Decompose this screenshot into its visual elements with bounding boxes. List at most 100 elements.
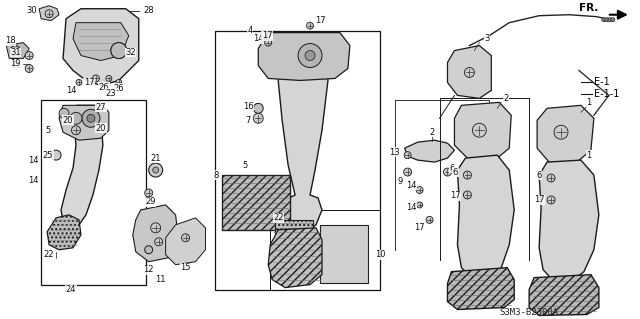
Bar xyxy=(41,100,146,285)
Circle shape xyxy=(51,150,61,160)
Text: E-1-1: E-1-1 xyxy=(594,89,620,100)
Text: 14: 14 xyxy=(28,156,38,165)
Circle shape xyxy=(554,125,568,139)
Circle shape xyxy=(111,43,127,58)
Circle shape xyxy=(87,114,95,122)
Circle shape xyxy=(59,108,69,118)
Text: 28: 28 xyxy=(144,6,154,15)
Text: 5: 5 xyxy=(243,160,248,170)
Polygon shape xyxy=(259,33,350,80)
Circle shape xyxy=(298,44,322,68)
Circle shape xyxy=(547,174,555,182)
Text: 14: 14 xyxy=(66,86,76,95)
Text: 30: 30 xyxy=(26,6,36,15)
Text: 27: 27 xyxy=(95,103,106,112)
Polygon shape xyxy=(6,43,29,58)
Text: 17: 17 xyxy=(315,16,325,25)
Circle shape xyxy=(416,187,423,194)
Text: 7: 7 xyxy=(246,116,251,125)
Circle shape xyxy=(608,18,612,22)
Circle shape xyxy=(558,129,564,135)
Circle shape xyxy=(25,64,33,72)
Circle shape xyxy=(611,18,615,22)
Text: 12: 12 xyxy=(143,265,154,274)
Circle shape xyxy=(253,113,263,123)
Circle shape xyxy=(72,126,81,135)
Text: 26: 26 xyxy=(99,83,109,92)
Text: 1: 1 xyxy=(586,98,591,107)
Polygon shape xyxy=(454,102,511,158)
Circle shape xyxy=(463,191,472,199)
Text: 20: 20 xyxy=(95,124,106,133)
Text: 23: 23 xyxy=(106,89,116,98)
Circle shape xyxy=(265,39,272,46)
Circle shape xyxy=(253,103,263,113)
Text: 21: 21 xyxy=(150,154,161,163)
Circle shape xyxy=(463,171,472,179)
Polygon shape xyxy=(39,6,59,21)
Circle shape xyxy=(426,216,433,223)
Polygon shape xyxy=(404,140,454,162)
Text: 24: 24 xyxy=(66,285,76,294)
Text: 2: 2 xyxy=(429,128,434,137)
Text: 18: 18 xyxy=(5,36,16,45)
Polygon shape xyxy=(539,160,599,282)
Text: 1: 1 xyxy=(586,151,591,160)
Circle shape xyxy=(82,109,100,127)
Bar xyxy=(320,225,368,283)
Text: 19: 19 xyxy=(10,59,20,68)
Polygon shape xyxy=(59,105,109,140)
Circle shape xyxy=(92,75,99,82)
Text: E-1: E-1 xyxy=(594,78,610,87)
Circle shape xyxy=(153,167,159,173)
Text: 31: 31 xyxy=(10,48,20,57)
Text: 26: 26 xyxy=(113,84,124,93)
Circle shape xyxy=(307,22,314,29)
Polygon shape xyxy=(61,105,103,228)
Circle shape xyxy=(404,168,412,176)
Text: 17: 17 xyxy=(414,223,425,232)
Circle shape xyxy=(145,246,153,254)
Text: S3M3-B2300A: S3M3-B2300A xyxy=(499,308,558,316)
Text: 14: 14 xyxy=(406,181,417,189)
Polygon shape xyxy=(447,46,492,98)
Text: 10: 10 xyxy=(375,250,385,259)
Bar xyxy=(216,31,380,290)
Polygon shape xyxy=(63,9,139,85)
Text: 15: 15 xyxy=(180,263,191,272)
Bar xyxy=(270,210,380,290)
Circle shape xyxy=(25,52,33,60)
Circle shape xyxy=(444,168,451,176)
Text: 6: 6 xyxy=(536,171,542,180)
Circle shape xyxy=(70,112,82,124)
Circle shape xyxy=(106,76,112,81)
Text: 29: 29 xyxy=(145,197,156,206)
Circle shape xyxy=(76,79,82,85)
Bar xyxy=(275,220,313,268)
Circle shape xyxy=(111,43,127,58)
Polygon shape xyxy=(166,218,205,265)
Text: 6: 6 xyxy=(452,167,458,176)
Text: 5: 5 xyxy=(45,126,51,135)
Circle shape xyxy=(45,10,53,18)
Text: 22: 22 xyxy=(273,213,284,222)
Text: 14: 14 xyxy=(253,34,264,43)
Text: 4: 4 xyxy=(248,26,253,35)
Polygon shape xyxy=(47,215,81,250)
Text: 25: 25 xyxy=(43,151,53,160)
Circle shape xyxy=(605,18,609,22)
Polygon shape xyxy=(447,268,514,309)
Text: 32: 32 xyxy=(125,48,136,57)
Text: 8: 8 xyxy=(213,171,218,180)
Bar xyxy=(222,175,290,230)
Polygon shape xyxy=(73,23,129,61)
Text: 6: 6 xyxy=(450,164,455,173)
Text: 2: 2 xyxy=(503,94,509,103)
Text: 20: 20 xyxy=(63,116,73,125)
Circle shape xyxy=(404,152,411,159)
Polygon shape xyxy=(268,228,322,288)
Text: 14: 14 xyxy=(28,175,38,184)
Circle shape xyxy=(116,79,122,85)
Text: 9: 9 xyxy=(397,176,403,186)
Text: 17: 17 xyxy=(534,196,545,204)
